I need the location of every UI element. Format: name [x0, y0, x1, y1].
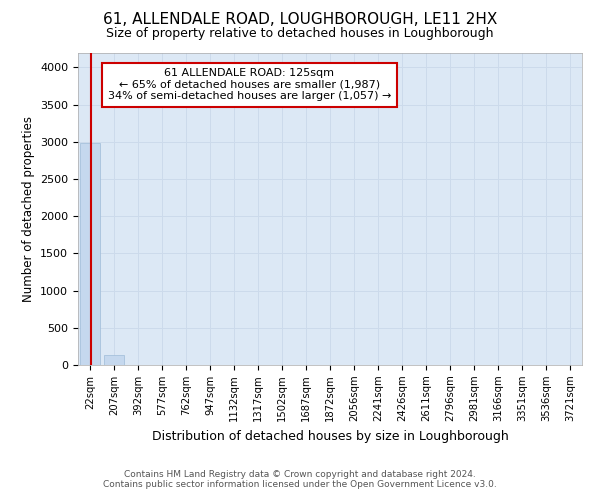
Text: 61 ALLENDALE ROAD: 125sqm
← 65% of detached houses are smaller (1,987)
34% of se: 61 ALLENDALE ROAD: 125sqm ← 65% of detac…: [107, 68, 391, 102]
Text: Contains HM Land Registry data © Crown copyright and database right 2024.
Contai: Contains HM Land Registry data © Crown c…: [103, 470, 497, 489]
Bar: [104, 356, 124, 365]
Text: Size of property relative to detached houses in Loughborough: Size of property relative to detached ho…: [106, 28, 494, 40]
Y-axis label: Number of detached properties: Number of detached properties: [22, 116, 35, 302]
X-axis label: Distribution of detached houses by size in Loughborough: Distribution of detached houses by size …: [152, 430, 508, 443]
Text: 61, ALLENDALE ROAD, LOUGHBOROUGH, LE11 2HX: 61, ALLENDALE ROAD, LOUGHBOROUGH, LE11 2…: [103, 12, 497, 28]
Bar: [80, 144, 100, 365]
